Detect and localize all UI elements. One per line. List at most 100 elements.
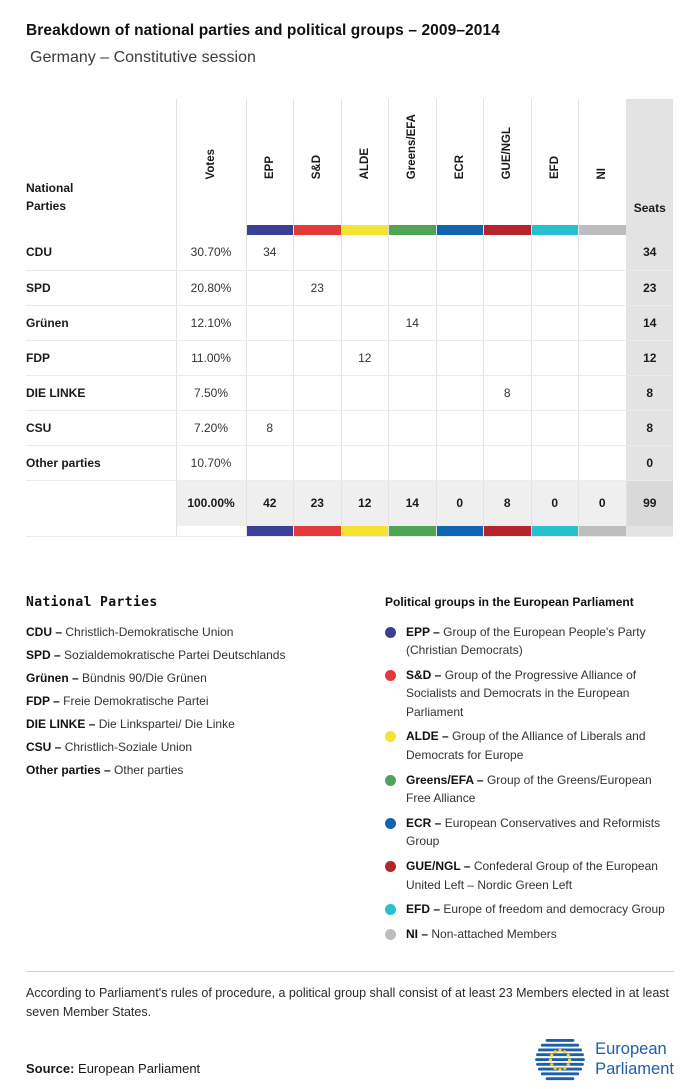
color-bar-greens-efa	[388, 526, 436, 537]
color-bar-greens-efa	[388, 225, 436, 235]
group-cell	[578, 305, 626, 341]
group-cell	[530, 340, 579, 376]
seats-band	[625, 225, 673, 235]
total-group-cell: 42	[245, 480, 294, 526]
group-cell	[340, 235, 389, 271]
bar-spacer	[26, 225, 176, 235]
group-cell	[293, 445, 341, 481]
group-cell	[530, 305, 579, 341]
group-color-bar-row-top	[26, 225, 673, 235]
legend-item-spd: SPD – Sozialdemokratische Partei Deutsch…	[26, 647, 286, 662]
votes-cell: 7.20%	[175, 410, 246, 446]
group-cell	[435, 305, 484, 341]
political-groups-legend: Political groups in the European Parliam…	[385, 595, 674, 950]
table-row-gruenen: Grünen 12.10% 14 14	[26, 305, 673, 341]
ep-logo: European Parliament	[535, 1038, 674, 1082]
total-votes-cell: 100.00%	[175, 480, 246, 526]
group-cell	[435, 445, 484, 481]
group-cell	[483, 305, 531, 341]
legend-item-ecr: ECR – European Conservatives and Reformi…	[385, 814, 674, 851]
group-column-header-alde: ALDE	[340, 99, 389, 225]
group-cell: 8	[245, 410, 294, 446]
legend-item-csu: CSU – Christlich-Soziale Union	[26, 739, 193, 754]
group-cell	[435, 340, 484, 376]
legend-item-gue-ngl: GUE/NGL – Confederal Group of the Europe…	[385, 857, 674, 894]
group-cell	[483, 235, 531, 271]
seats-cell: 34	[625, 235, 673, 271]
bar-spacer	[26, 526, 176, 537]
group-cell: 34	[245, 235, 294, 271]
total-group-cell: 14	[388, 480, 436, 526]
results-table: National Parties Votes EPP S&D ALDE Gree…	[26, 99, 673, 537]
bar-spacer	[175, 225, 246, 235]
seats-cell: 14	[625, 305, 673, 341]
group-cell	[293, 340, 341, 376]
seats-cell: 8	[625, 375, 673, 411]
group-cell	[530, 270, 579, 306]
footnote-text: According to Parliament's rules of proce…	[26, 986, 669, 1020]
table-row-other-parties: Other parties 10.70% 0	[26, 445, 673, 481]
party-cell: CDU	[26, 235, 176, 271]
bar-spacer	[175, 526, 246, 537]
greens-efa-color-dot-icon	[385, 774, 396, 786]
gue-ngl-color-dot-icon	[385, 861, 396, 873]
epp-color-dot-icon	[385, 626, 396, 638]
page-title: Breakdown of national parties and politi…	[26, 22, 500, 39]
group-cell	[483, 445, 531, 481]
legend-item-sd: S&D – Group of the Progressive Alliance …	[385, 666, 674, 722]
group-cell	[530, 235, 579, 271]
group-cell	[388, 410, 436, 446]
color-bar-sd	[293, 225, 341, 235]
group-cell	[245, 270, 294, 306]
legend-item-ni: NI – Non-attached Members	[385, 925, 674, 944]
group-cell	[578, 410, 626, 446]
total-spacer-cell	[26, 480, 176, 526]
group-cell	[388, 340, 436, 376]
table-row-die-linke: DIE LINKE 7.50% 8 8	[26, 375, 673, 411]
votes-cell: 20.80%	[175, 270, 246, 306]
group-cell	[483, 340, 531, 376]
party-cell: CSU	[26, 410, 176, 446]
votes-cell: 7.50%	[175, 375, 246, 411]
ep-star-ring-icon	[548, 1048, 572, 1072]
group-cell	[435, 410, 484, 446]
group-cell	[388, 445, 436, 481]
table-row-fdp: FDP 11.00% 12 12	[26, 340, 673, 376]
legend-section: National Parties CDU – Christlich-Demokr…	[26, 595, 674, 950]
color-bar-epp	[245, 526, 294, 537]
sd-color-dot-icon	[385, 669, 396, 681]
seats-column-header: Seats	[625, 99, 673, 225]
legend-item-die-linke: DIE LINKE – Die Linkspartei/ Die Linke	[26, 716, 235, 731]
group-cell: 8	[483, 375, 531, 411]
group-cell	[245, 375, 294, 411]
group-cell	[435, 375, 484, 411]
color-bar-ecr	[435, 526, 484, 537]
table-total-row: 100.00% 42 23 12 14 0 8 0 0 99	[26, 480, 673, 526]
ecr-color-dot-icon	[385, 817, 396, 829]
table-row-spd: SPD 20.80% 23 23	[26, 270, 673, 306]
votes-cell: 12.10%	[175, 305, 246, 341]
group-column-header-greens-efa: Greens/EFA	[388, 99, 436, 225]
group-cell	[435, 235, 484, 271]
group-cell: 14	[388, 305, 436, 341]
group-column-header-gue-ngl: GUE/NGL	[483, 99, 531, 225]
group-cell	[340, 410, 389, 446]
group-column-header-sd: S&D	[293, 99, 341, 225]
group-cell: 12	[340, 340, 389, 376]
total-group-cell: 23	[293, 480, 341, 526]
party-cell: DIE LINKE	[26, 375, 176, 411]
seats-cell: 0	[625, 445, 673, 481]
group-column-header-ecr: ECR	[435, 99, 484, 225]
national-parties-heading: National Parties	[26, 594, 158, 610]
party-cell: Grünen	[26, 305, 176, 341]
color-bar-gue-ngl	[483, 225, 531, 235]
legend-item-cdu: CDU – Christlich-Demokratische Union	[26, 624, 234, 639]
ep-logo-wordmark: European Parliament	[595, 1040, 674, 1078]
group-cell	[340, 445, 389, 481]
group-cell	[388, 375, 436, 411]
group-cell	[340, 305, 389, 341]
group-cell: 23	[293, 270, 341, 306]
seats-cell: 23	[625, 270, 673, 306]
group-column-header-ni: NI	[578, 99, 626, 225]
efd-color-dot-icon	[385, 904, 396, 916]
